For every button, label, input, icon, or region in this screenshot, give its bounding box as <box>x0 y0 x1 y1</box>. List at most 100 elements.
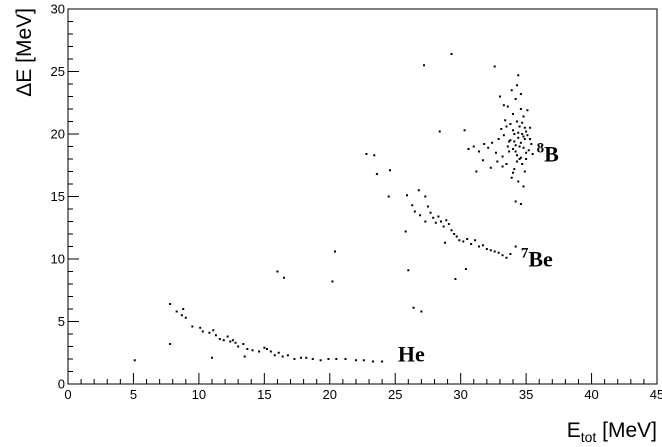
data-point <box>508 140 511 143</box>
data-point <box>286 354 289 357</box>
annotation-label: 8B <box>537 141 560 167</box>
data-point <box>531 153 534 155</box>
x-tick-label: 30 <box>453 387 467 402</box>
data-point <box>525 158 528 160</box>
data-point <box>514 200 517 203</box>
y-tick-label: 25 <box>51 64 65 79</box>
data-point <box>512 171 515 174</box>
data-point <box>506 105 509 108</box>
data-point <box>407 269 410 272</box>
data-point <box>201 330 204 333</box>
data-point <box>454 278 457 280</box>
x-axis-title-main: E <box>567 419 581 442</box>
x-tick-label: 20 <box>323 387 337 402</box>
x-tick-label: 40 <box>584 387 598 402</box>
data-point <box>481 244 484 247</box>
data-point <box>242 343 245 345</box>
data-point <box>525 130 528 133</box>
data-point <box>493 65 496 68</box>
data-point <box>483 143 486 145</box>
data-point <box>420 310 423 313</box>
data-point <box>455 235 458 238</box>
data-point <box>523 138 526 140</box>
data-point <box>277 351 280 354</box>
data-point <box>208 331 211 334</box>
data-point <box>263 346 266 349</box>
data-point <box>299 356 302 359</box>
data-point <box>504 119 507 122</box>
data-point <box>417 189 420 192</box>
data-point <box>413 210 416 213</box>
data-point <box>334 250 337 253</box>
data-point <box>373 154 376 157</box>
data-point <box>411 204 414 207</box>
data-point <box>412 306 415 309</box>
data-point <box>515 120 518 123</box>
data-point <box>231 339 234 342</box>
y-axis-title: ΔE [MeV] <box>13 8 36 97</box>
data-point <box>276 270 279 273</box>
data-point <box>191 325 194 328</box>
data-point <box>495 151 498 154</box>
data-point <box>496 160 499 163</box>
data-point <box>514 144 517 147</box>
data-point <box>406 194 409 197</box>
data-point <box>475 170 478 173</box>
data-point <box>481 159 484 162</box>
data-point <box>212 329 215 332</box>
plot-frame <box>67 8 658 385</box>
data-point <box>445 219 448 222</box>
data-point <box>506 145 509 148</box>
data-point <box>175 310 178 313</box>
data-point <box>423 64 426 67</box>
data-point <box>477 150 480 153</box>
data-point <box>509 253 512 255</box>
data-point <box>523 170 526 173</box>
data-point <box>513 133 516 135</box>
plot-frame-rect <box>67 8 658 385</box>
data-point <box>434 221 437 224</box>
data-point <box>269 350 272 353</box>
data-point <box>437 215 440 218</box>
data-point <box>354 359 357 362</box>
data-point <box>512 113 515 115</box>
data-point <box>319 359 322 362</box>
x-tick-label: 45 <box>650 387 662 402</box>
data-point <box>518 158 521 160</box>
data-point <box>371 360 374 363</box>
data-point <box>529 138 532 140</box>
data-point <box>229 340 232 343</box>
data-point <box>518 125 521 128</box>
data-point <box>510 176 513 179</box>
data-point <box>517 74 520 77</box>
data-point <box>237 345 240 348</box>
data-point <box>489 166 492 169</box>
data-point <box>184 316 187 319</box>
data-point <box>521 133 524 135</box>
data-point <box>509 123 512 125</box>
data-point <box>505 163 508 165</box>
data-point <box>514 150 517 153</box>
data-point <box>438 130 441 133</box>
data-point <box>522 115 525 118</box>
data-point <box>467 148 470 150</box>
y-tick-labels: 0 5 10 15 20 25 30 <box>51 2 65 392</box>
data-point <box>522 135 525 138</box>
data-point <box>515 84 518 87</box>
data-point <box>281 355 284 358</box>
data-point <box>523 126 526 129</box>
x-tick-label: 25 <box>388 387 402 402</box>
data-point <box>458 239 461 242</box>
data-point <box>443 241 446 244</box>
data-point <box>226 335 229 338</box>
data-point <box>273 354 276 357</box>
data-point <box>502 104 505 107</box>
y-tick-label: 10 <box>51 252 65 267</box>
data-point <box>293 358 296 360</box>
data-point <box>234 341 237 344</box>
data-point <box>387 195 390 198</box>
data-point <box>466 238 469 240</box>
data-point <box>509 139 512 142</box>
data-point <box>487 146 490 149</box>
